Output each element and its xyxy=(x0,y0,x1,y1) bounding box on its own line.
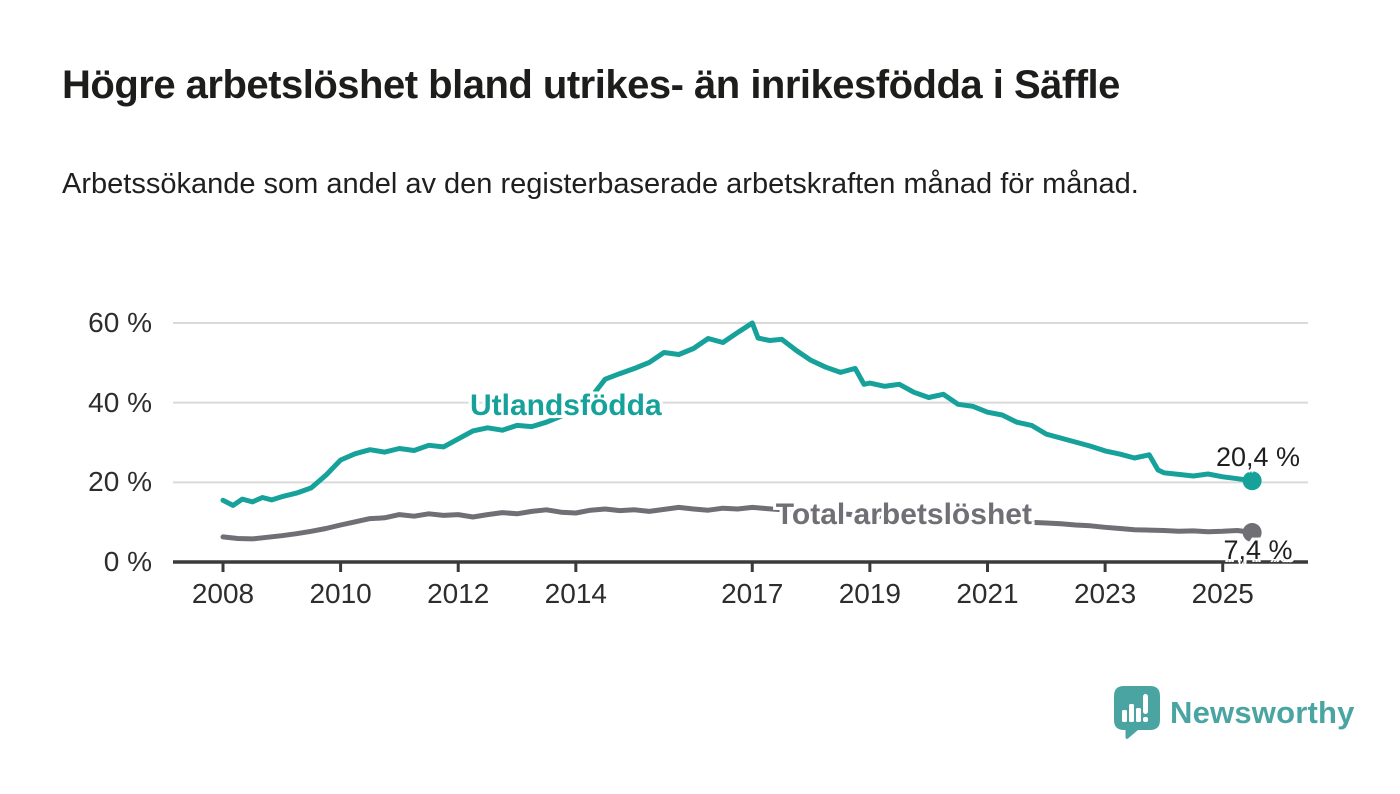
end-value-label-total: 7,4 % xyxy=(1223,534,1293,565)
page-title: Högre arbetslöshet bland utrikes- än inr… xyxy=(62,63,1120,107)
series-label-total-arbetsloshet: Total arbetslöshet xyxy=(775,497,1032,531)
x-tick-label: 2012 xyxy=(427,578,490,609)
y-tick-label: 60 % xyxy=(88,307,152,338)
x-tick-label: 2017 xyxy=(721,578,784,609)
y-tick-label: 20 % xyxy=(88,466,152,498)
series-label-utlandsfodda: Utlandsfödda xyxy=(469,388,662,422)
line-utlandsfodda xyxy=(220,320,1255,508)
newsworthy-wordmark: Newsworthy xyxy=(1170,694,1355,730)
endpoint-dot-total xyxy=(1242,523,1262,543)
x-tick-label: 2010 xyxy=(309,578,372,609)
x-tick-label: 2019 xyxy=(838,578,902,609)
x-tick-label: 2008 xyxy=(191,578,255,609)
line-total xyxy=(220,504,1255,542)
newsworthy-logo: Newsworthy xyxy=(1114,686,1355,739)
chart-speech-bubble-icon xyxy=(1114,686,1160,739)
x-tick-label: 2023 xyxy=(1073,578,1137,609)
x-tick-label: 2021 xyxy=(956,578,1019,609)
x-tick-label: 2014 xyxy=(544,578,607,609)
x-tick-label: 2025 xyxy=(1191,578,1254,609)
y-tick-label: 40 % xyxy=(88,386,152,418)
chart-subtitle: Arbetssökande som andel av den registerb… xyxy=(62,168,1139,200)
end-value-label-utlandsfodda: 20,4 % xyxy=(1215,441,1301,472)
y-tick-label: 0 % xyxy=(103,546,152,577)
endpoint-dot-utlandsfodda xyxy=(1242,471,1262,491)
